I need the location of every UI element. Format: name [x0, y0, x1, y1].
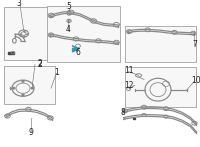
Bar — [72, 48, 77, 50]
FancyBboxPatch shape — [4, 7, 55, 60]
Text: 12: 12 — [124, 81, 133, 91]
Text: 5: 5 — [67, 2, 71, 11]
FancyBboxPatch shape — [47, 6, 120, 62]
Text: 9: 9 — [29, 128, 33, 137]
FancyBboxPatch shape — [125, 26, 196, 62]
Text: 8: 8 — [121, 108, 125, 117]
Text: 6: 6 — [75, 48, 80, 57]
Bar — [8, 52, 14, 54]
Text: 1: 1 — [55, 68, 59, 77]
Text: 11: 11 — [124, 66, 133, 75]
Text: 2: 2 — [38, 59, 42, 69]
Bar — [133, 118, 135, 119]
Circle shape — [22, 94, 24, 96]
Text: 4: 4 — [66, 25, 71, 34]
FancyBboxPatch shape — [4, 66, 55, 104]
Text: 2: 2 — [37, 60, 42, 69]
FancyBboxPatch shape — [125, 67, 196, 107]
Text: 7: 7 — [193, 40, 197, 49]
Circle shape — [13, 87, 15, 89]
Circle shape — [22, 81, 24, 82]
Text: 3: 3 — [17, 0, 21, 8]
Text: 10: 10 — [191, 76, 200, 85]
Circle shape — [31, 87, 33, 89]
